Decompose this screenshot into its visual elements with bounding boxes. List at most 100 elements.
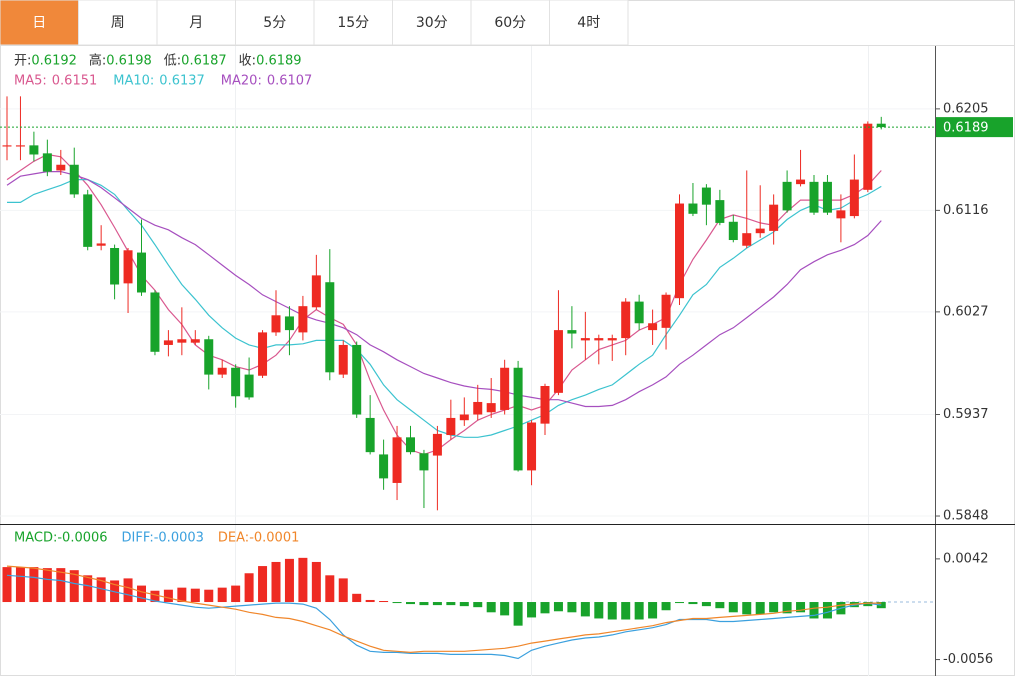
tab[interactable] bbox=[78, 0, 158, 46]
tab-label[interactable]: 30分 bbox=[416, 15, 448, 31]
candle-body bbox=[728, 221, 738, 241]
candle-body bbox=[715, 200, 725, 223]
legend-name: MA10: bbox=[113, 74, 154, 89]
macd-bar bbox=[500, 602, 510, 616]
candle-body bbox=[432, 433, 442, 456]
candle-body bbox=[621, 301, 631, 339]
macd-bar bbox=[338, 578, 348, 603]
macd-bar bbox=[432, 602, 442, 606]
candle-body bbox=[338, 344, 348, 375]
candle-body bbox=[271, 315, 281, 333]
y-tick-label: 0.6205 bbox=[943, 101, 989, 116]
ohlc-label: 收: bbox=[239, 54, 256, 69]
tab-label[interactable]: 月 bbox=[189, 15, 203, 31]
macd-bar bbox=[701, 602, 711, 607]
macd-bar bbox=[809, 602, 819, 619]
ohlc-label: 高: bbox=[89, 53, 106, 69]
candle-body bbox=[406, 437, 415, 453]
candle-body bbox=[190, 339, 200, 343]
candle-body bbox=[217, 367, 227, 375]
candle-body bbox=[876, 123, 886, 128]
candle-body bbox=[822, 181, 832, 213]
candle-body bbox=[782, 181, 792, 211]
candle-body bbox=[15, 145, 25, 147]
macd-bar bbox=[204, 589, 214, 603]
candle-body bbox=[42, 153, 52, 172]
y-tick-label: 0.0042 bbox=[943, 551, 989, 566]
macd-bar bbox=[446, 602, 456, 606]
tab[interactable] bbox=[235, 0, 315, 46]
macd-bar bbox=[42, 568, 52, 603]
ohlc-label: 低: bbox=[164, 54, 181, 69]
macd-bar bbox=[137, 585, 146, 603]
ohlc-value: 0.6192 bbox=[31, 54, 77, 69]
macd-bar bbox=[419, 602, 429, 606]
legend-value: -0.0001 bbox=[249, 531, 299, 546]
macd-bar bbox=[271, 561, 281, 603]
macd-bar bbox=[177, 587, 187, 603]
tab[interactable] bbox=[392, 0, 472, 46]
macd-bar bbox=[29, 567, 39, 603]
tab[interactable] bbox=[156, 0, 236, 46]
macd-bar bbox=[675, 602, 684, 604]
tab[interactable] bbox=[549, 0, 629, 46]
period-tabs: 日 周 月 5分 15分 30分 60分 4时 bbox=[0, 0, 629, 46]
candle-body bbox=[419, 453, 429, 471]
macd-bar bbox=[83, 575, 93, 603]
legend-value: -0.0006 bbox=[57, 531, 107, 546]
macd-line bbox=[6, 565, 882, 654]
macd-bar bbox=[163, 589, 173, 603]
candle-body bbox=[459, 414, 469, 421]
tab-label[interactable]: 日 bbox=[32, 15, 46, 31]
tab-label[interactable]: 60分 bbox=[494, 15, 526, 31]
candle-body bbox=[379, 454, 389, 479]
macd-bar bbox=[661, 602, 671, 611]
candle-body bbox=[29, 145, 39, 155]
candle-body bbox=[540, 386, 550, 424]
tab-label[interactable]: 15分 bbox=[337, 15, 369, 31]
candle-body bbox=[258, 332, 268, 376]
macd-bar bbox=[553, 602, 563, 612]
candle-body bbox=[567, 330, 577, 334]
tab-label[interactable]: 5分 bbox=[263, 15, 286, 31]
candle-body bbox=[648, 323, 658, 331]
candle-body bbox=[661, 294, 671, 328]
macd-bar bbox=[567, 602, 577, 613]
macd-bar bbox=[69, 570, 79, 603]
candle-body bbox=[553, 330, 563, 393]
candle-body bbox=[688, 203, 698, 214]
candle-body bbox=[352, 344, 362, 415]
candle-body bbox=[486, 403, 496, 413]
tab[interactable] bbox=[470, 0, 550, 46]
tab[interactable] bbox=[313, 0, 393, 46]
macd-bar bbox=[258, 566, 268, 603]
candle-body bbox=[863, 123, 873, 190]
candle-body bbox=[513, 367, 523, 471]
macd-bar bbox=[298, 557, 308, 603]
candle-body bbox=[675, 203, 684, 299]
legend-value: 0.6137 bbox=[159, 74, 205, 89]
macd-bar bbox=[2, 567, 12, 603]
macd-bar bbox=[580, 602, 590, 617]
ohlc-value: 0.6189 bbox=[256, 54, 302, 69]
tab-label[interactable]: 4时 bbox=[577, 15, 600, 31]
y-tick-label: 0.6027 bbox=[943, 304, 989, 319]
macd-bar bbox=[863, 602, 873, 607]
macd-bar bbox=[728, 602, 738, 613]
legend-name: DEA: bbox=[218, 531, 249, 546]
macd-bar bbox=[352, 593, 362, 603]
macd-bar bbox=[15, 567, 25, 603]
legend-value: 0.6151 bbox=[52, 74, 98, 89]
candle-body bbox=[836, 210, 846, 219]
candle-body bbox=[849, 179, 859, 217]
candle-body bbox=[163, 340, 173, 345]
candle-body bbox=[244, 374, 254, 398]
candle-body bbox=[177, 339, 187, 343]
candle-body bbox=[742, 233, 752, 246]
tab-label[interactable]: 周 bbox=[111, 15, 125, 31]
candle-body bbox=[2, 145, 12, 147]
y-tick-label: 0.6116 bbox=[943, 203, 989, 218]
tab[interactable] bbox=[0, 0, 79, 46]
